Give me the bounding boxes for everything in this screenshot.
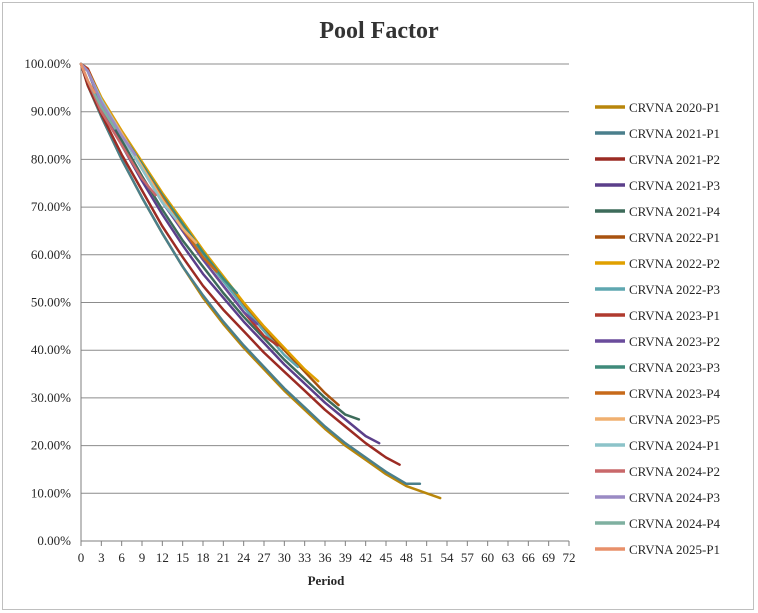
x-tick-label: 60 bbox=[481, 550, 494, 565]
x-tick-label: 66 bbox=[522, 550, 536, 565]
legend-label: CRVNA 2021-P1 bbox=[629, 126, 720, 141]
x-tick-label: 30 bbox=[278, 550, 291, 565]
y-tick-label: 0.00% bbox=[37, 533, 71, 548]
x-tick-label: 0 bbox=[78, 550, 85, 565]
legend-label: CRVNA 2022-P2 bbox=[629, 256, 720, 271]
series-lines bbox=[79, 62, 442, 500]
x-tick-label: 12 bbox=[156, 550, 169, 565]
y-tick-label: 40.00% bbox=[31, 342, 71, 357]
x-tick-label: 48 bbox=[400, 550, 413, 565]
x-tick-label: 9 bbox=[139, 550, 146, 565]
x-tick-label: 6 bbox=[118, 550, 125, 565]
x-tick-label: 27 bbox=[258, 550, 272, 565]
legend-item: CRVNA 2022-P3 bbox=[595, 282, 720, 297]
series-line-8 bbox=[79, 62, 300, 369]
x-tick-label: 42 bbox=[359, 550, 372, 565]
x-tick-label: 57 bbox=[461, 550, 475, 565]
series-line-6 bbox=[79, 62, 340, 407]
legend-label: CRVNA 2021-P3 bbox=[629, 178, 720, 193]
y-tick-label: 70.00% bbox=[31, 199, 71, 214]
legend-label: CRVNA 2024-P4 bbox=[629, 516, 721, 531]
legend-item: CRVNA 2024-P1 bbox=[595, 438, 720, 453]
series-line-18 bbox=[79, 62, 96, 94]
x-tick-label: 21 bbox=[217, 550, 230, 565]
legend: CRVNA 2020-P1 CRVNA 2021-P1 CRVNA 2021-P2 C… bbox=[595, 100, 721, 557]
legend-label: CRVNA 2025-P1 bbox=[629, 542, 720, 557]
legend-label: CRVNA 2023-P5 bbox=[629, 412, 720, 427]
y-tick-label: 80.00% bbox=[31, 151, 71, 166]
legend-item: CRVNA 2023-P4 bbox=[595, 386, 721, 401]
legend-item: CRVNA 2023-P5 bbox=[595, 412, 720, 427]
legend-item: CRVNA 2023-P1 bbox=[595, 308, 720, 323]
legend-label: CRVNA 2021-P2 bbox=[629, 152, 720, 167]
legend-item: CRVNA 2022-P2 bbox=[595, 256, 720, 271]
legend-label: CRVNA 2024-P3 bbox=[629, 490, 720, 505]
axes: 0.00% 10.00% 20.00% 30.00% 40.00% 50.00% 60.00… bbox=[24, 56, 575, 565]
x-axis-title: Period bbox=[308, 573, 346, 588]
series-line-5 bbox=[79, 62, 361, 421]
x-tick-label: 36 bbox=[319, 550, 333, 565]
x-tick-label: 63 bbox=[502, 550, 515, 565]
legend-item: CRVNA 2025-P1 bbox=[595, 542, 720, 557]
x-tick-label: 33 bbox=[298, 550, 311, 565]
y-tick-label: 20.00% bbox=[31, 438, 71, 453]
legend-label: CRVNA 2023-P2 bbox=[629, 334, 720, 349]
legend-item: CRVNA 2022-P1 bbox=[595, 230, 720, 245]
x-tick-label: 72 bbox=[563, 550, 576, 565]
series-line-9 bbox=[79, 62, 279, 347]
legend-item: CRVNA 2024-P3 bbox=[595, 490, 720, 505]
legend-label: CRVNA 2023-P3 bbox=[629, 360, 720, 375]
x-tick-label: 45 bbox=[380, 550, 393, 565]
series-line-7 bbox=[79, 62, 320, 383]
legend-item: CRVNA 2020-P1 bbox=[595, 100, 720, 115]
y-tick-label: 60.00% bbox=[31, 247, 71, 262]
legend-item: CRVNA 2021-P4 bbox=[595, 204, 721, 219]
series-line-4 bbox=[79, 62, 381, 445]
x-tick-label: 3 bbox=[98, 550, 105, 565]
legend-item: CRVNA 2024-P4 bbox=[595, 516, 721, 531]
legend-label: CRVNA 2022-P3 bbox=[629, 282, 720, 297]
x-tick-label: 69 bbox=[542, 550, 555, 565]
y-tick-label: 50.00% bbox=[31, 295, 71, 310]
x-tick-label: 54 bbox=[441, 550, 455, 565]
series-line-3 bbox=[79, 62, 401, 466]
legend-label: CRVNA 2023-P1 bbox=[629, 308, 720, 323]
y-tick-label: 90.00% bbox=[31, 104, 71, 119]
y-tick-label: 100.00% bbox=[24, 56, 71, 71]
series-line-16 bbox=[79, 62, 137, 156]
series-line-2 bbox=[79, 62, 422, 486]
y-tick-label: 30.00% bbox=[31, 390, 71, 405]
x-tick-label: 15 bbox=[176, 550, 189, 565]
legend-label: CRVNA 2022-P1 bbox=[629, 230, 720, 245]
x-tick-label: 39 bbox=[339, 550, 352, 565]
legend-label: CRVNA 2023-P4 bbox=[629, 386, 721, 401]
legend-item: CRVNA 2023-P2 bbox=[595, 334, 720, 349]
chart-title: Pool Factor bbox=[319, 18, 439, 44]
x-tick-label: 24 bbox=[237, 550, 251, 565]
legend-item: CRVNA 2021-P1 bbox=[595, 126, 720, 141]
series-line-11 bbox=[79, 62, 239, 295]
x-tick-label: 18 bbox=[197, 550, 210, 565]
legend-label: CRVNA 2021-P4 bbox=[629, 204, 721, 219]
series-line-1 bbox=[79, 62, 442, 500]
grid-lines bbox=[81, 63, 569, 494]
legend-item: CRVNA 2023-P3 bbox=[595, 360, 720, 375]
x-tick-label: 51 bbox=[420, 550, 433, 565]
legend-label: CRVNA 2020-P1 bbox=[629, 100, 720, 115]
legend-item: CRVNA 2021-P2 bbox=[595, 152, 720, 167]
legend-item: CRVNA 2021-P3 bbox=[595, 178, 720, 193]
legend-label: CRVNA 2024-P1 bbox=[629, 438, 720, 453]
legend-item: CRVNA 2024-P2 bbox=[595, 464, 720, 479]
legend-label: CRVNA 2024-P2 bbox=[629, 464, 720, 479]
y-tick-label: 10.00% bbox=[31, 485, 71, 500]
